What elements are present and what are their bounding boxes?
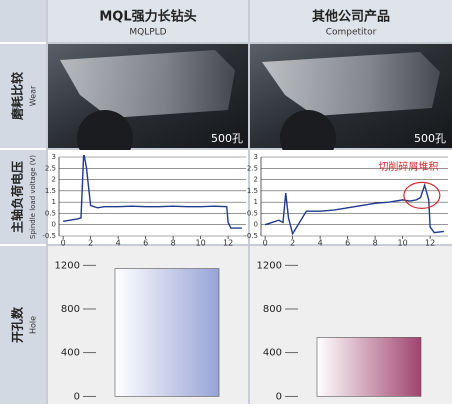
- y-tick-label: 3: [52, 153, 56, 161]
- y-tick-label: 0.5: [247, 209, 258, 217]
- x-tick-label: 8: [171, 239, 176, 248]
- x-tick-label: 10: [398, 239, 408, 248]
- row-label: 主轴负荷电压: [10, 161, 25, 233]
- row-sublabel: Wear: [29, 85, 38, 106]
- column-subtitle: MQLPLD: [129, 28, 166, 38]
- y-tick-label: 2: [52, 176, 56, 184]
- y-tick-label: 0: [74, 391, 80, 402]
- y-tick-label: 3: [254, 153, 258, 161]
- x-tick-label: 6: [143, 239, 148, 248]
- y-tick-label: 800: [263, 304, 282, 315]
- y-tick-label: 1: [254, 198, 258, 206]
- x-tick-label: 8: [373, 239, 378, 248]
- y-tick-label: 0: [52, 221, 56, 229]
- x-tick-label: 6: [345, 239, 350, 248]
- x-tick-label: 10: [196, 239, 206, 248]
- photo-label: 500孔: [414, 132, 446, 145]
- x-tick-label: 2: [88, 239, 93, 248]
- bar: [115, 269, 219, 397]
- column-title: 其他公司产品: [312, 9, 390, 25]
- x-tick-label: 2: [290, 239, 295, 248]
- row-sublabel: Spindle load voltage (V): [29, 155, 37, 239]
- y-tick-label: 400: [61, 348, 80, 359]
- x-tick-label: 12: [223, 239, 233, 248]
- divider: [0, 148, 46, 150]
- y-tick-label: 400: [263, 348, 282, 359]
- x-tick-label: 12: [425, 239, 435, 248]
- y-tick-label: 2.5: [247, 164, 258, 172]
- column-title: MQL强力长钻头: [99, 9, 196, 25]
- y-tick-label: 0: [254, 221, 258, 229]
- y-tick-label: 1200: [55, 260, 80, 271]
- y-tick-label: 1.5: [247, 187, 258, 195]
- row-label: 开孔数: [10, 306, 25, 343]
- y-tick-label: 800: [61, 304, 80, 315]
- divider: [0, 244, 46, 246]
- column-subtitle: Competitor: [326, 28, 377, 38]
- row-label: 磨耗比较: [10, 72, 25, 121]
- y-tick-label: 1: [52, 198, 56, 206]
- y-tick-label: 1200: [257, 260, 282, 271]
- y-tick-label: -0.5: [244, 232, 258, 240]
- annotation: 切削碎屑堆积: [378, 160, 438, 173]
- x-tick-label: 0: [61, 239, 66, 248]
- y-tick-label: 1.5: [45, 187, 56, 195]
- x-tick-label: 0: [263, 239, 268, 248]
- chart-panel: [48, 150, 248, 244]
- y-tick-label: -0.5: [42, 232, 56, 240]
- y-tick-label: 0.5: [45, 209, 56, 217]
- x-tick-label: 4: [116, 239, 121, 248]
- bar: [317, 337, 421, 396]
- page: {"header": {"left": {"title": "MQL强力长钻头"…: [0, 0, 452, 404]
- divider: [0, 42, 46, 44]
- y-tick-label: 0: [276, 391, 282, 402]
- y-tick-label: 2.5: [45, 164, 56, 172]
- row-sublabel: Hole: [29, 316, 38, 334]
- photo-label: 500孔: [211, 132, 243, 145]
- y-tick-label: 2: [254, 176, 258, 184]
- x-tick-label: 4: [318, 239, 323, 248]
- comparison-table: MQL强力长钻头 MQLPLD 其他公司产品 Competitor 磨耗比较 W…: [0, 0, 452, 404]
